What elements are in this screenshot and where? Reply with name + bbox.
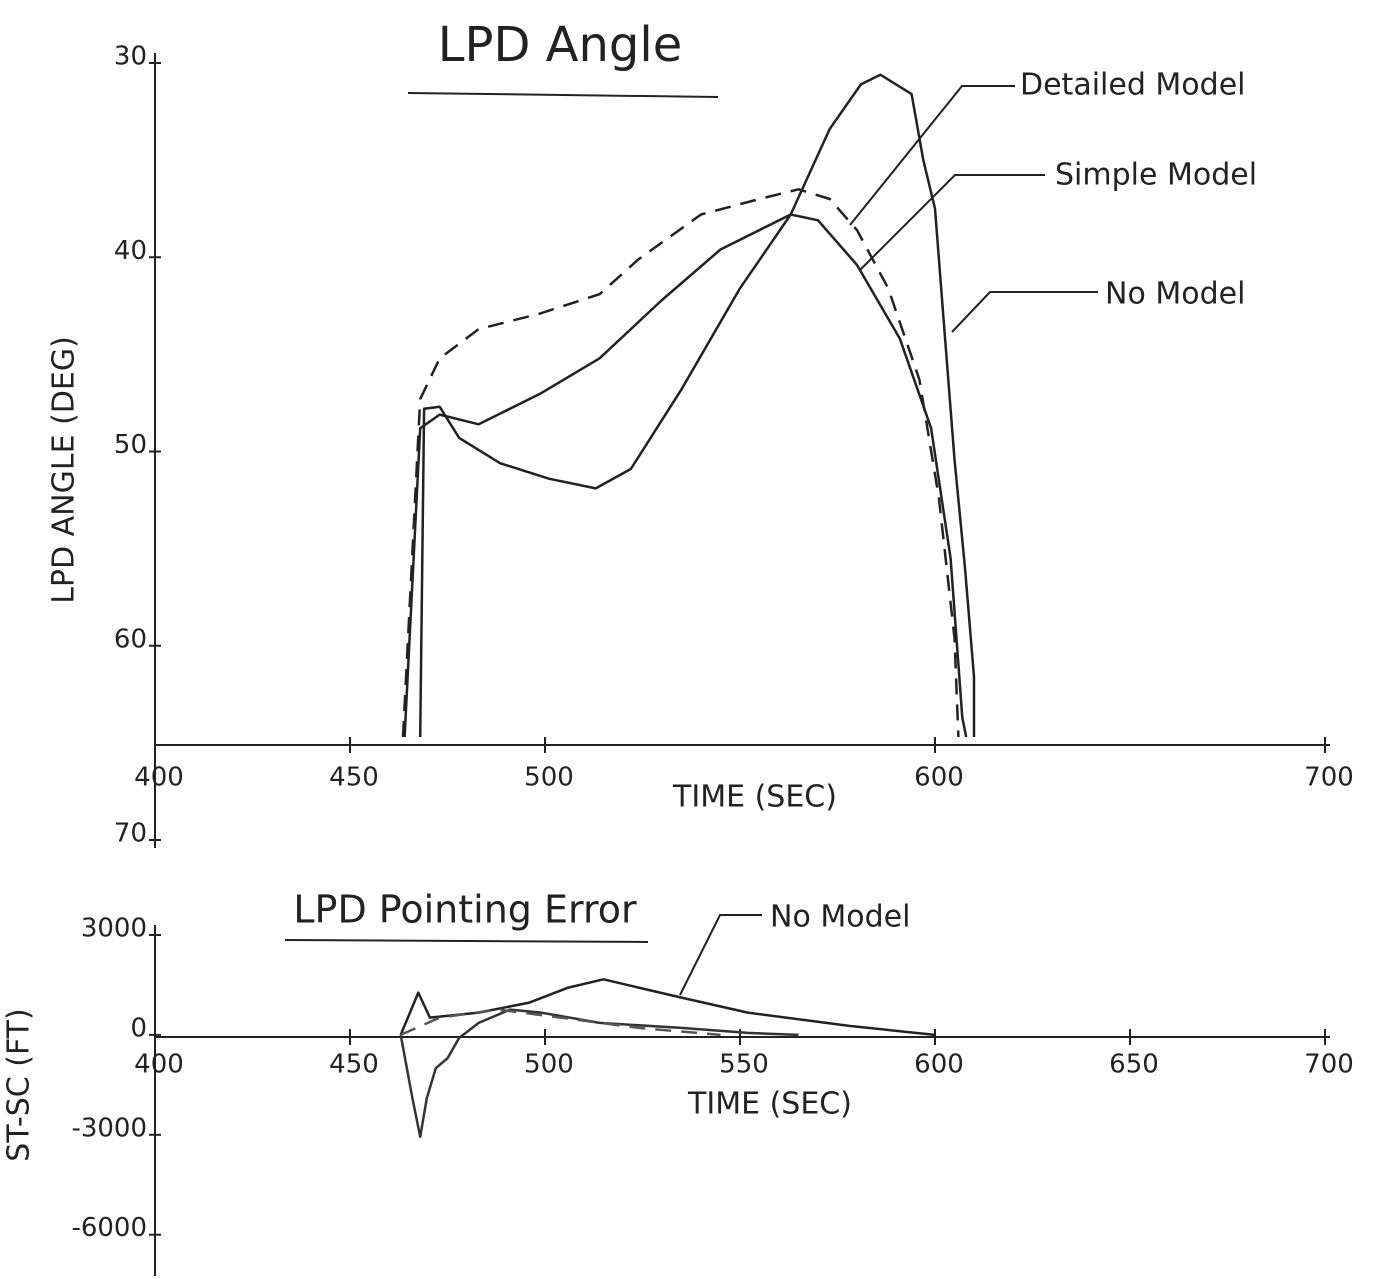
y-axis-label: ST-SC (FT) bbox=[2, 1008, 37, 1161]
y-tick-label: 50 bbox=[114, 430, 147, 460]
x-axis-label: TIME (SEC) bbox=[672, 780, 837, 815]
series-line bbox=[399, 978, 936, 1037]
chart-title: LPD Angle bbox=[438, 17, 683, 73]
annotation: No Model bbox=[1105, 277, 1245, 312]
y-tick-label: 70 bbox=[114, 819, 147, 849]
annotation-arrow bbox=[849, 85, 1015, 226]
y-axis-label: LPD ANGLE (DEG) bbox=[47, 336, 82, 604]
x-tick-label: 400 bbox=[134, 763, 184, 793]
x-tick-label: 700 bbox=[1304, 763, 1354, 793]
x-tick-label: 500 bbox=[524, 763, 574, 793]
x-tick-label: 700 bbox=[1304, 1050, 1354, 1080]
y-tick-label: 0 bbox=[130, 1013, 147, 1043]
series-line bbox=[400, 1008, 721, 1037]
x-tick-label: 650 bbox=[1109, 1050, 1159, 1080]
y-tick-label: -6000 bbox=[71, 1213, 147, 1243]
x-tick-label: 450 bbox=[329, 1050, 379, 1080]
title-underline bbox=[284, 939, 649, 943]
series-line bbox=[399, 1008, 799, 1139]
title-underline bbox=[407, 92, 719, 98]
x-tick-label: 600 bbox=[914, 1050, 964, 1080]
annotation: No Model bbox=[770, 900, 910, 935]
series-line bbox=[418, 73, 976, 738]
annotation-arrow bbox=[951, 291, 1098, 333]
y-tick-label: 60 bbox=[114, 624, 147, 654]
chart-title: LPD Pointing Error bbox=[293, 888, 637, 932]
x-axis-label: TIME (SEC) bbox=[687, 1087, 852, 1122]
x-tick-label: 500 bbox=[524, 1050, 574, 1080]
y-tick-label: 40 bbox=[114, 236, 147, 266]
annotation: Detailed Model bbox=[1020, 68, 1245, 103]
x-tick-label: 400 bbox=[134, 1050, 184, 1080]
annotation: Simple Model bbox=[1055, 158, 1257, 193]
y-tick-label: 30 bbox=[114, 42, 147, 72]
x-tick-label: 550 bbox=[719, 1050, 769, 1080]
x-tick-label: 600 bbox=[914, 763, 964, 793]
annotation-arrow bbox=[859, 174, 1045, 271]
x-tick-label: 450 bbox=[329, 763, 379, 793]
series-line bbox=[403, 213, 968, 738]
annotation-arrow bbox=[679, 914, 762, 996]
series-line bbox=[401, 188, 960, 738]
y-tick-label: 3000 bbox=[81, 914, 147, 944]
y-tick-label: -3000 bbox=[71, 1113, 147, 1143]
